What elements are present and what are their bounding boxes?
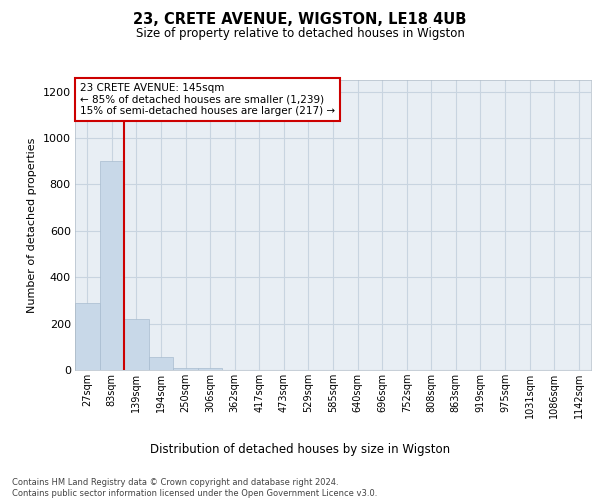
Y-axis label: Number of detached properties: Number of detached properties — [27, 138, 37, 312]
Bar — [149, 357, 173, 370]
Bar — [198, 368, 223, 370]
Text: Contains HM Land Registry data © Crown copyright and database right 2024.
Contai: Contains HM Land Registry data © Crown c… — [12, 478, 377, 498]
Text: 23, CRETE AVENUE, WIGSTON, LE18 4UB: 23, CRETE AVENUE, WIGSTON, LE18 4UB — [133, 12, 467, 28]
Text: 23 CRETE AVENUE: 145sqm
← 85% of detached houses are smaller (1,239)
15% of semi: 23 CRETE AVENUE: 145sqm ← 85% of detache… — [80, 83, 335, 116]
Bar — [124, 319, 149, 370]
Text: Distribution of detached houses by size in Wigston: Distribution of detached houses by size … — [150, 442, 450, 456]
Text: Size of property relative to detached houses in Wigston: Size of property relative to detached ho… — [136, 28, 464, 40]
Bar — [173, 368, 198, 370]
Bar — [75, 302, 100, 370]
Bar — [100, 161, 124, 370]
